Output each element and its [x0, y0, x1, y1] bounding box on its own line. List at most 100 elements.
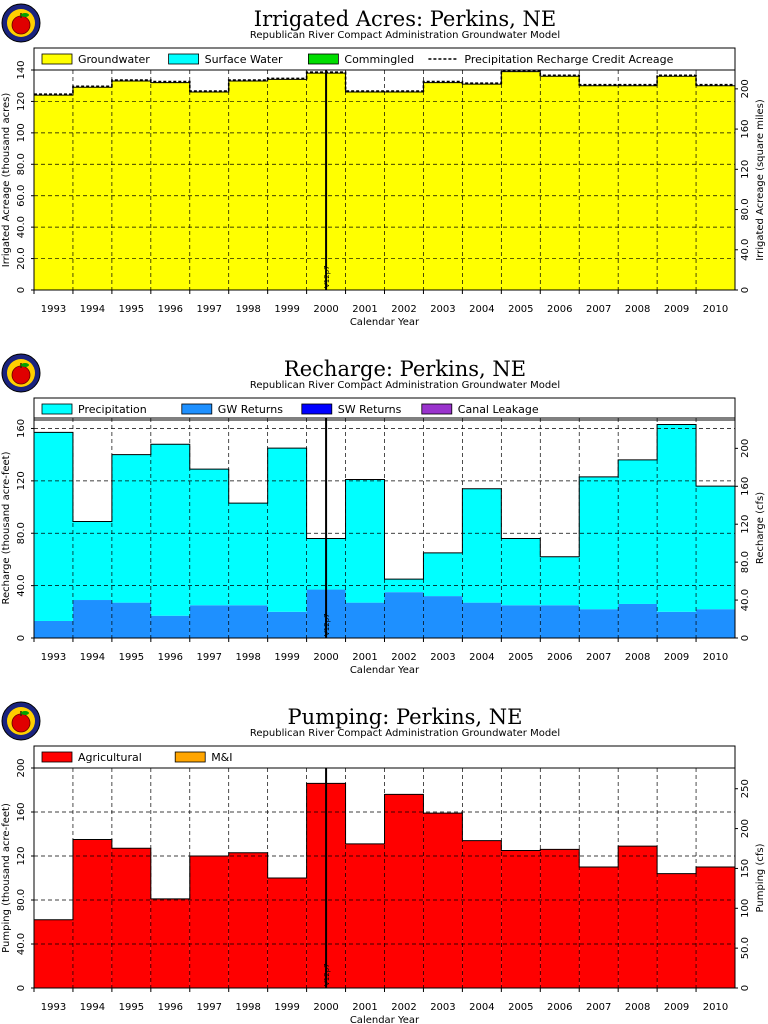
- x-tick-label-1996: 1996: [158, 304, 183, 315]
- x-tick-label-1999: 1999: [274, 652, 299, 663]
- x-tick-label-2010: 2010: [703, 652, 728, 663]
- y-tick-label: 80.0: [16, 522, 27, 544]
- bar-agricultural-1998: [228, 852, 268, 988]
- x-tick-label-2006: 2006: [547, 304, 572, 315]
- total-outline: [34, 782, 735, 921]
- bar-gw-returns-2005: [501, 605, 541, 638]
- x-tick-label-2001: 2001: [352, 1002, 377, 1013]
- legend-label-3: Commingled: [344, 53, 414, 66]
- bar-precipitation-2009: [657, 424, 697, 612]
- y2-axis-title: Pumping (cfs): [755, 843, 766, 912]
- y2-tick-label: 40.0: [740, 589, 751, 611]
- bar-gw-returns-2004: [462, 602, 502, 638]
- y2-tick-label: 200: [740, 819, 751, 838]
- y2-tick-label: 0: [740, 287, 751, 293]
- x-axis-title: Calendar Year: [350, 1015, 420, 1024]
- legend-label-2: M&I: [211, 751, 232, 764]
- bar-agricultural-2010: [696, 867, 735, 988]
- bar-groundwater-1997: [189, 92, 229, 290]
- bar-agricultural-2007: [579, 867, 619, 988]
- y2-tick-label: 50.0: [740, 937, 751, 959]
- bar-gw-returns-2007: [579, 609, 619, 638]
- bar-precipitation-2004: [462, 488, 502, 603]
- bar-agricultural-2001: [345, 843, 385, 988]
- bar-gw-returns-2001: [345, 602, 385, 638]
- y-tick-label: 100: [16, 123, 27, 142]
- y2-tick-label: 100: [740, 899, 751, 918]
- bar-agricultural-1997: [189, 856, 229, 988]
- y2-tick-label: 250: [740, 779, 751, 798]
- y-tick-label: 120: [16, 471, 27, 490]
- x-tick-label-2009: 2009: [664, 1002, 689, 1013]
- chart-title: Recharge: Perkins, NE: [284, 357, 526, 381]
- x-tick-label-1998: 1998: [235, 652, 260, 663]
- x-tick-label-1996: 1996: [158, 1002, 183, 1013]
- bar-agricultural-2008: [618, 846, 658, 988]
- bar-agricultural-1996: [150, 898, 190, 988]
- chart-subtitle: Republican River Compact Administration …: [250, 728, 560, 739]
- bar-precipitation-1994: [72, 521, 112, 601]
- y-axis-title: Recharge (thousand acre-feet): [1, 451, 12, 604]
- bar-agricultural-2005: [501, 850, 541, 988]
- y-tick-label: 60.0: [16, 185, 27, 207]
- apple-leaf-icon: [21, 13, 29, 17]
- bar-precipitation-2008: [618, 459, 658, 604]
- y-tick-label: 40.0: [16, 216, 27, 238]
- bar-gw-returns-1995: [111, 602, 151, 638]
- bar-groundwater-1995: [111, 81, 151, 290]
- x-tick-label-1993: 1993: [41, 1002, 66, 1013]
- bar-gw-returns-2009: [657, 611, 697, 638]
- x-tick-label-2003: 2003: [430, 652, 455, 663]
- legend-swatch-1: [41, 403, 73, 415]
- bar-precipitation-2003: [423, 552, 463, 597]
- x-tick-label-1994: 1994: [80, 1002, 105, 1013]
- x-tick-label-2005: 2005: [508, 304, 533, 315]
- bar-groundwater-2008: [618, 85, 658, 290]
- bar-agricultural-2009: [657, 873, 697, 988]
- y-axis-title: Pumping (thousand acre-feet): [1, 803, 12, 953]
- y2-tick-label: 0: [740, 635, 751, 641]
- bar-groundwater-2005: [501, 71, 541, 290]
- x-tick-label-1995: 1995: [119, 304, 144, 315]
- x-tick-label-2008: 2008: [625, 1002, 650, 1013]
- y2-tick-label: 160: [740, 477, 751, 496]
- apple-icon: [11, 365, 31, 385]
- legend-label-1: Precipitation: [78, 403, 147, 416]
- bar-precipitation-1993: [34, 432, 73, 621]
- bar-gw-returns-2008: [618, 603, 658, 638]
- bar-precipitation-2002: [384, 579, 424, 593]
- y2-tick-label: 120: [740, 160, 751, 179]
- bar-agricultural-2003: [423, 813, 463, 988]
- x-tick-label-2002: 2002: [391, 1002, 416, 1013]
- y-tick-label: 40.0: [16, 933, 27, 955]
- x-tick-label-2007: 2007: [586, 304, 611, 315]
- legend-swatch-2: [168, 53, 200, 65]
- x-tick-label-2005: 2005: [508, 652, 533, 663]
- bar-precipitation-1996: [150, 444, 190, 616]
- x-tick-label-1993: 1993: [41, 652, 66, 663]
- bar-precipitation-2007: [579, 476, 619, 610]
- y-tick-label: 20.0: [16, 247, 27, 269]
- bar-groundwater-2003: [423, 82, 463, 290]
- x-tick-label-2000: 2000: [313, 304, 338, 315]
- y2-tick-label: 80.0: [740, 198, 751, 220]
- x-tick-label-1995: 1995: [119, 1002, 144, 1013]
- x-tick-label-2010: 2010: [703, 304, 728, 315]
- bar-gw-returns-2003: [423, 596, 463, 638]
- y-tick-label: 80.0: [16, 153, 27, 175]
- x-tick-label-1993: 1993: [41, 304, 66, 315]
- apple-stem-icon: [20, 13, 22, 18]
- chart-title: Irrigated Acres: Perkins, NE: [254, 7, 556, 31]
- x-tick-label-1998: 1998: [235, 304, 260, 315]
- apple-icon: [11, 15, 31, 35]
- y-tick-label: 40.0: [16, 574, 27, 596]
- x-tick-label-1997: 1997: [197, 1002, 222, 1013]
- bar-agricultural-2006: [540, 849, 580, 988]
- x-tick-label-2007: 2007: [586, 1002, 611, 1013]
- x-tick-label-2007: 2007: [586, 652, 611, 663]
- x-axis-title: Calendar Year: [350, 317, 420, 328]
- legend-swatch-3: [301, 403, 333, 415]
- x-tick-label-2001: 2001: [352, 304, 377, 315]
- y2-tick-label: 40.0: [740, 239, 751, 261]
